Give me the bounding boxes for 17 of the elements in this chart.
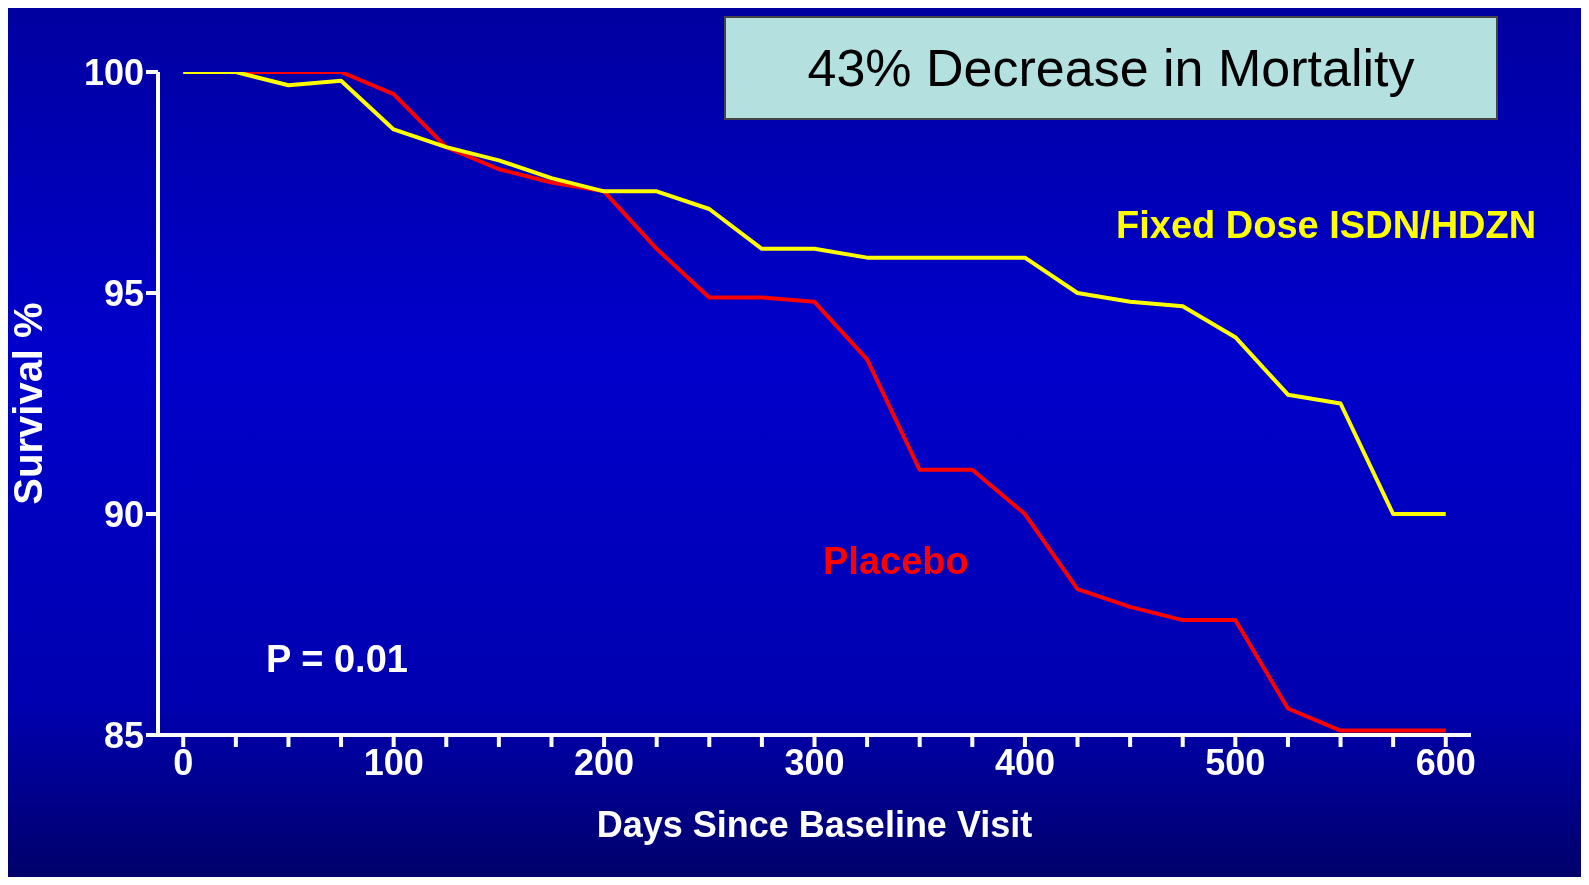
y-tick-label: 90 — [103, 493, 144, 535]
y-tick-label: 85 — [103, 714, 144, 756]
y-axis-title: Survival % — [6, 302, 51, 505]
x-tick-label: 200 — [574, 741, 635, 783]
y-tick-label: 95 — [103, 272, 144, 314]
series-label: Placebo — [823, 540, 969, 583]
x-tick-label: 400 — [994, 741, 1055, 783]
x-tick-label: 100 — [363, 741, 424, 783]
title-box: 43% Decrease in Mortality — [724, 16, 1498, 120]
x-tick-label: 300 — [784, 741, 845, 783]
annotation: P = 0.01 — [266, 638, 408, 681]
x-axis-title: Days Since Baseline Visit — [596, 804, 1033, 845]
series-label: Fixed Dose ISDN/HDZN — [1116, 204, 1537, 247]
x-tick-label: 500 — [1205, 741, 1266, 783]
x-tick-label: 0 — [173, 741, 194, 783]
x-tick-label: 600 — [1415, 741, 1476, 783]
y-tick-label: 100 — [83, 51, 144, 93]
